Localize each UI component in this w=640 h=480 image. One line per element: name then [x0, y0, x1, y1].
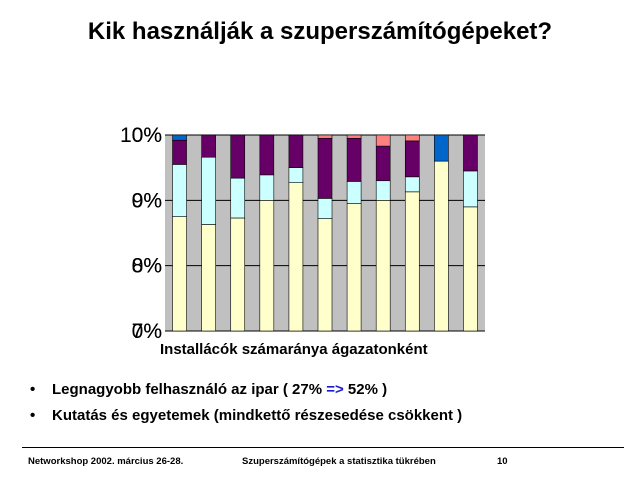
chart-caption: Installácók számaránya ágazatonként	[160, 341, 428, 358]
bullet-text-before: Legnagyobb felhasználó az ipar ( 27%	[52, 381, 327, 398]
y-axis-ticks: 7%0%8%0%9%0%10%0%	[120, 124, 162, 343]
bar-11-series-2	[463, 170, 478, 208]
bar-4-series-1	[259, 200, 275, 332]
y-tick-label-0: 7%	[132, 320, 162, 343]
y-tick-label-1: 8%	[132, 255, 162, 278]
bar-7-series-1	[346, 203, 362, 332]
bar-6-series-2	[317, 198, 333, 219]
slide-title: Kik használják a szuperszámítógépeket?	[87, 18, 553, 45]
bar-3-series-3	[230, 134, 246, 179]
y-tick-overlap-label-0: 0%	[132, 320, 162, 343]
bar-9-series-1	[404, 191, 420, 332]
bar-9-series-4	[404, 134, 420, 142]
bar-4-series-2	[259, 174, 275, 201]
bar-6-series-1	[317, 218, 333, 332]
arrow-symbol: =>	[326, 381, 344, 398]
bullet-text: Kutatás és egyetemek (mindkettő részesed…	[52, 407, 463, 424]
bar-1-series-2	[172, 164, 187, 217]
bar-2-series-2	[201, 156, 216, 225]
bar-8-series-3	[375, 145, 391, 182]
y-tick-label-3: 10%	[120, 124, 162, 147]
bar-9-series-3	[404, 140, 420, 178]
y-tick-overlap-label-2: 0%	[132, 189, 162, 212]
bar-2-series-1	[201, 224, 216, 332]
bullet-item-research: • Kutatás és egyetemek (mindkettő részes…	[30, 406, 462, 432]
bar-5-series-2	[288, 167, 304, 183]
footer-divider	[22, 447, 624, 448]
bullet-text-after: 52% )	[343, 381, 388, 398]
bullet-item-industry: • Legnagyobb felhasználó az ipar ( 27% =…	[30, 380, 462, 406]
bar-3-series-2	[230, 177, 246, 219]
bar-10-series-5	[434, 134, 449, 162]
bar-8-series-1	[375, 200, 391, 332]
footer-center: Szuperszámítógépek a statisztika tükrébe…	[242, 456, 436, 467]
bar-6-series-4	[317, 134, 333, 139]
bar-7-series-2	[346, 181, 362, 204]
bar-8-series-4	[375, 134, 391, 147]
bar-7-series-3	[346, 137, 362, 182]
bar-3-series-1	[230, 217, 246, 332]
bar-1-series-5	[172, 134, 187, 141]
bar-1-series-1	[172, 216, 187, 332]
bar-7-series-4	[346, 134, 362, 139]
bar-1-series-3	[172, 139, 187, 165]
bullet-symbol: •	[30, 407, 36, 424]
y-tick-label-2: 9%	[132, 189, 162, 212]
bar-10-series-1	[434, 160, 449, 332]
y-tick-overlap-label-3: 0%	[132, 124, 162, 147]
bar-5-series-3	[288, 134, 304, 168]
bar-8-series-2	[375, 180, 391, 201]
bar-4-series-3	[259, 134, 275, 176]
bar-6-series-3	[317, 137, 333, 199]
bars	[172, 134, 478, 332]
bullet-list: • Legnagyobb felhasználó az ipar ( 27% =…	[30, 380, 462, 432]
y-tick-overlap-label-1: 0%	[132, 255, 162, 278]
bar-5-series-1	[288, 182, 304, 332]
footer-left: Networkshop 2002. március 26-28.	[28, 456, 184, 467]
bar-2-series-3	[201, 134, 216, 158]
bullet-symbol: •	[30, 381, 36, 398]
bar-11-series-3	[463, 134, 478, 172]
bar-9-series-2	[404, 176, 420, 193]
footer-page-number: 10	[497, 456, 508, 467]
bar-11-series-1	[463, 206, 478, 332]
